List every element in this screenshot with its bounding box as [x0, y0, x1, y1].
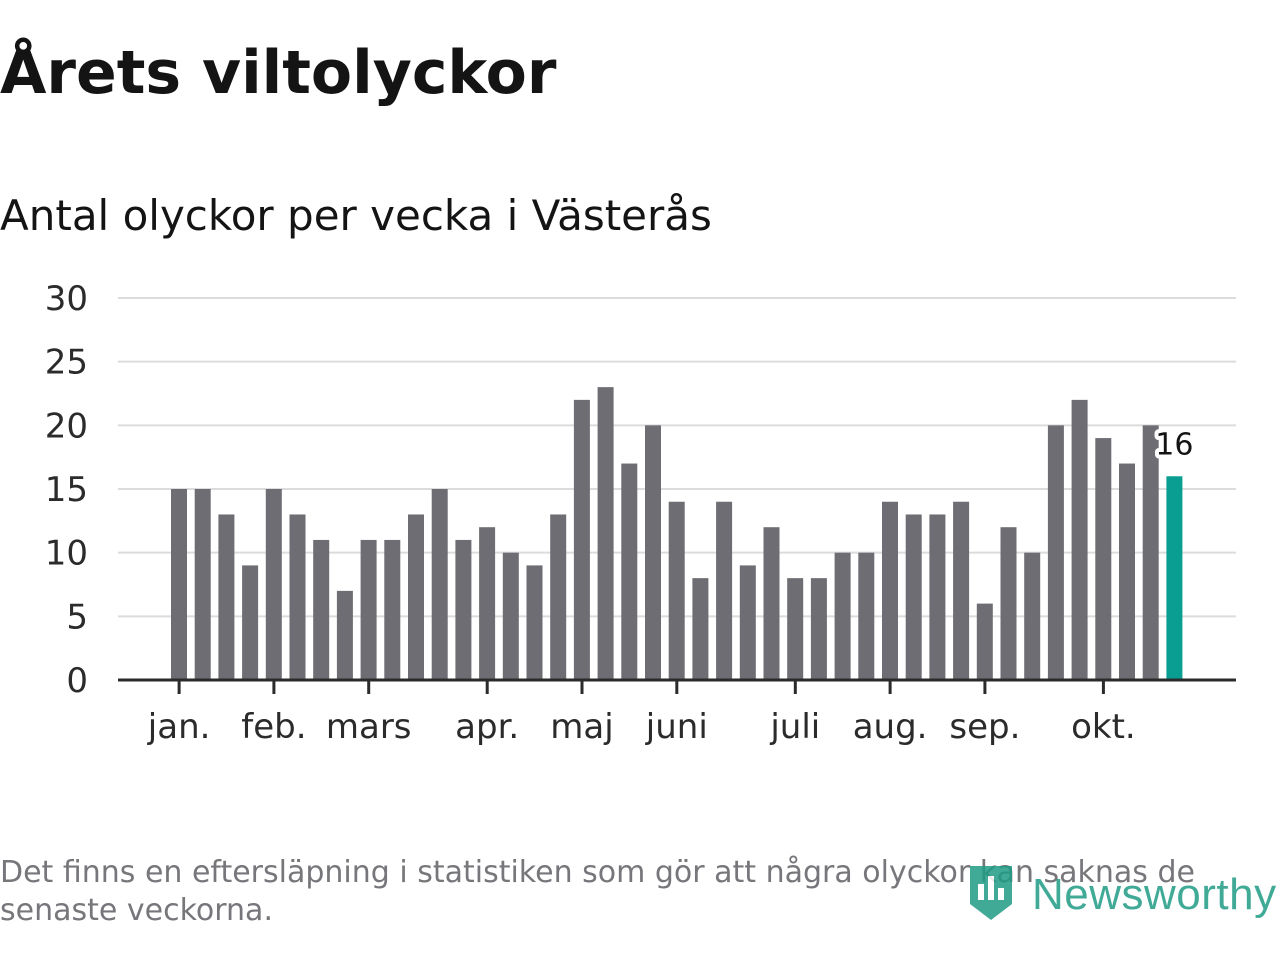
y-tick-label: 30 — [45, 279, 88, 319]
bar — [858, 552, 875, 680]
bar — [739, 565, 756, 680]
bar — [716, 501, 733, 680]
bar — [265, 489, 282, 680]
bar — [1047, 425, 1064, 680]
x-tick-label: okt. — [1071, 707, 1136, 747]
y-tick-label: 20 — [45, 406, 88, 446]
bar — [787, 578, 804, 680]
x-tick-label: sep. — [949, 707, 1020, 747]
data-label-halo: 16 — [1155, 427, 1193, 462]
x-tick-label: juni — [645, 707, 708, 747]
bar — [1119, 463, 1135, 680]
bar — [597, 387, 614, 680]
bar — [242, 565, 259, 680]
bar — [384, 539, 401, 680]
bar — [810, 578, 827, 680]
bar — [289, 514, 306, 680]
bar — [692, 578, 709, 680]
bar — [905, 514, 922, 680]
newsworthy-bar-chart-icon — [966, 862, 1016, 928]
y-tick-label: 10 — [45, 534, 88, 574]
x-tick-label: feb. — [241, 707, 306, 747]
x-tick-label: mars — [326, 707, 412, 747]
bar — [834, 552, 851, 680]
x-tick-label: maj — [550, 707, 613, 747]
bar — [621, 463, 638, 680]
newsworthy-logo: Newsworthy — [966, 862, 1277, 928]
chart-subtitle: Antal olyckor per vecka i Västerås — [0, 191, 712, 240]
bar — [1095, 438, 1112, 680]
bar — [171, 489, 187, 680]
bar — [194, 489, 211, 680]
bars — [171, 387, 1183, 680]
bar — [1142, 425, 1159, 680]
bar — [1071, 399, 1088, 680]
bar — [336, 590, 353, 680]
bar — [408, 514, 424, 680]
bar — [313, 539, 330, 680]
bar — [929, 514, 946, 680]
x-tick-label: jan. — [147, 707, 211, 747]
x-tick-label: apr. — [455, 707, 519, 747]
bar — [360, 539, 377, 680]
bar — [882, 501, 898, 680]
x-axis-month-ticks: jan. feb. mars apr. maj juni juli aug. sep. okt. — [147, 680, 1136, 747]
logo-text: Newsworthy — [1032, 870, 1277, 919]
y-tick-label: 15 — [45, 470, 88, 510]
bar — [218, 514, 235, 680]
chart-title: Årets viltolyckor — [0, 38, 557, 108]
y-tick-label: 25 — [45, 343, 88, 383]
x-tick-label: aug. — [853, 707, 928, 747]
bar — [645, 425, 661, 680]
bar — [502, 552, 519, 680]
y-tick-label: 0 — [66, 661, 88, 701]
bar — [550, 514, 567, 680]
bar — [479, 527, 496, 680]
bar — [953, 501, 970, 680]
bar — [526, 565, 543, 680]
x-tick-label: juli — [769, 707, 820, 747]
bar — [976, 603, 993, 680]
y-axis-ticks: 0 5 10 15 20 25 30 — [45, 279, 88, 701]
bar — [1024, 552, 1041, 680]
bar — [1000, 527, 1017, 680]
bar — [431, 489, 448, 680]
bar — [668, 501, 685, 680]
data-label: 16 — [1155, 427, 1193, 462]
y-tick-label: 5 — [66, 597, 88, 637]
bar — [455, 539, 472, 680]
bar — [573, 399, 590, 680]
bar — [763, 527, 780, 680]
bar-highlight — [1166, 476, 1183, 680]
